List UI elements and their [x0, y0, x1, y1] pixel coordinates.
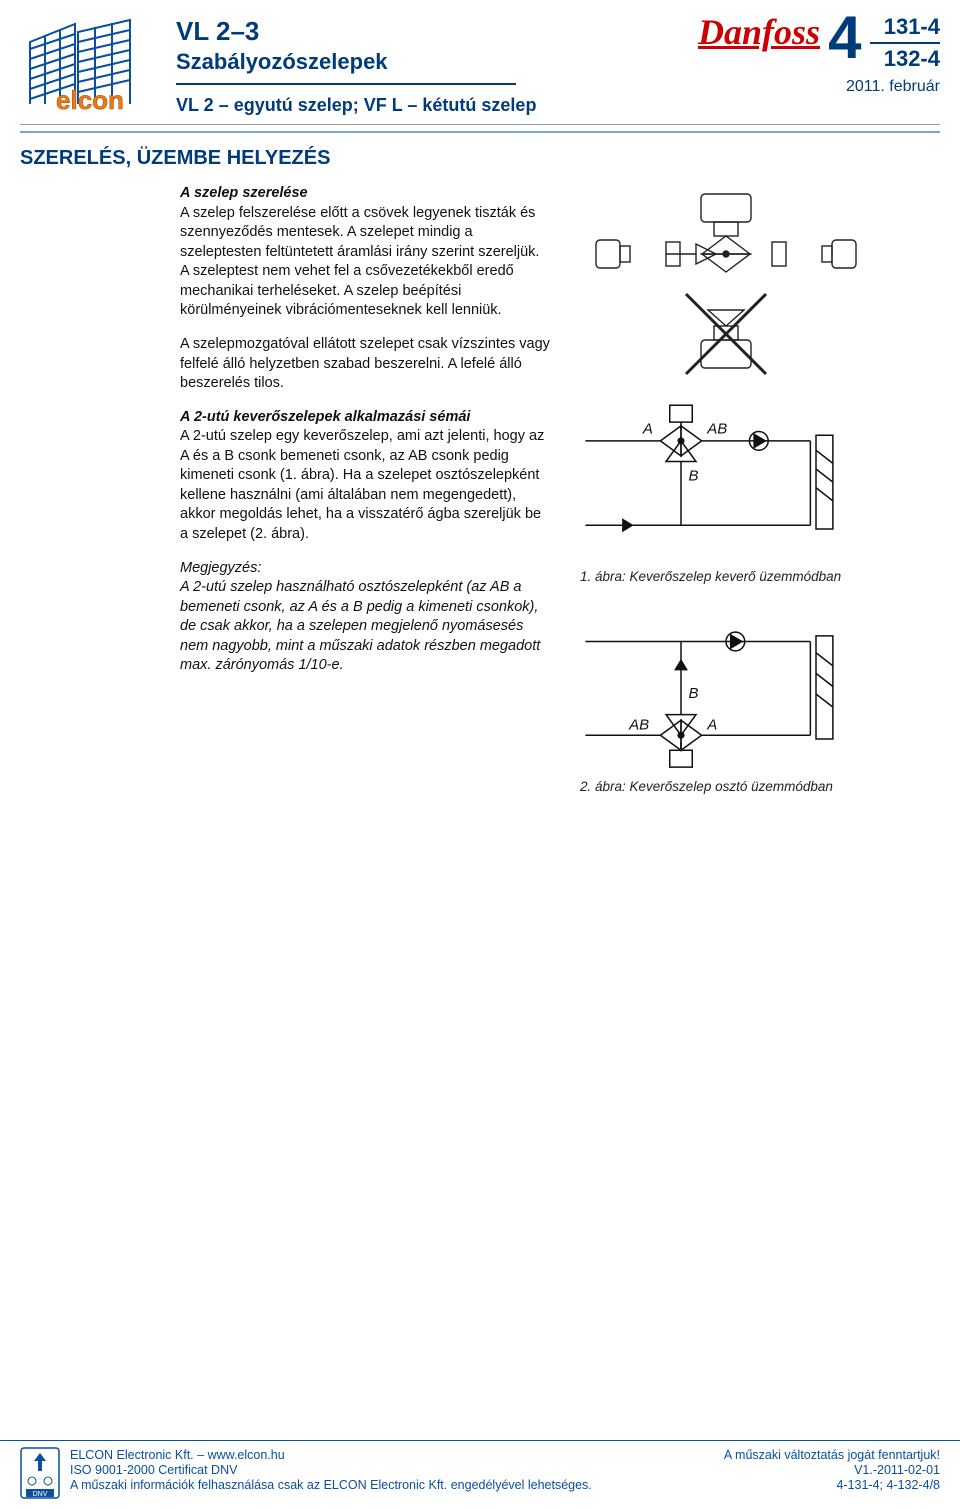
figure-1-caption: 1. ábra: Keverőszelep keverő üzemmódban	[580, 569, 876, 584]
p1-title: A szelep szerelése	[180, 184, 550, 204]
code-a: 131-4	[870, 14, 940, 40]
doc-subtitle: VL 2 – egyutú szelep; VF L – kétutú szel…	[176, 95, 660, 116]
note-body: A 2-utú szelep használható osztószelepké…	[180, 579, 540, 673]
note-title: Megjegyzés:	[180, 560, 261, 576]
figure-1: A AB B 1. ábra: Keverőszelep keverő üzem…	[576, 394, 876, 584]
doc-code-block: 4 131-4 132-4 2011. február	[820, 14, 940, 96]
footer-company: ELCON Electronic Kft. –	[70, 1448, 208, 1462]
figure-2: A AB B 2. ábra: Keverőszelep osztó üzemm…	[576, 604, 876, 794]
danfoss-logo: Danfoss	[660, 14, 820, 50]
label2-B: B	[689, 685, 699, 702]
p1-body: A szelep felszerelése előtt a csövek leg…	[180, 205, 539, 319]
doc-title-1: VL 2–3	[176, 16, 660, 47]
elcon-logo: elcon	[20, 14, 160, 112]
label2-A: A	[706, 716, 717, 733]
issue-date: 2011. február	[828, 78, 940, 96]
text-column: A szelep szerelése A szelep felszerelése…	[180, 184, 550, 814]
footer-version: V1.-2011-02-01	[660, 1463, 940, 1477]
page-footer: DNV ELCON Electronic Kft. – www.elcon.hu…	[0, 1440, 960, 1509]
p3-title: A 2-utú keverőszelepek alkalmazási sémái	[180, 408, 550, 428]
svg-text:DNV: DNV	[33, 1491, 48, 1498]
footer-legal: A műszaki információk felhasználása csak…	[70, 1478, 660, 1492]
label-AB: AB	[706, 420, 727, 437]
p2-body: A szelepmozgatóval ellátott szelepet csa…	[180, 335, 550, 394]
dnv-badge-icon: DNV	[20, 1447, 60, 1499]
footer-disclaimer: A műszaki változtatás jogát fenntartjuk!	[660, 1448, 940, 1462]
footer-url[interactable]: www.elcon.hu	[208, 1448, 285, 1462]
figure-2-caption: 2. ábra: Keverőszelep osztó üzemmódban	[580, 779, 876, 794]
p3-body: A 2-utú szelep egy keverőszelep, ami azt…	[180, 428, 544, 542]
orientation-figure	[576, 184, 876, 384]
label-B: B	[689, 467, 699, 484]
title-block: VL 2–3 Szabályozószelepek VL 2 – egyutú …	[160, 14, 660, 116]
label2-AB: AB	[628, 716, 649, 733]
label-A: A	[642, 420, 653, 437]
brand-logo: Danfoss	[660, 14, 820, 50]
code-b: 132-4	[870, 46, 940, 72]
svg-text:elcon: elcon	[56, 85, 124, 112]
footer-cert: ISO 9001-2000 Certificat DNV	[70, 1463, 660, 1477]
section-title: SZERELÉS, ÜZEMBE HELYEZÉS	[20, 147, 940, 170]
doc-title-2: Szabályozószelepek	[176, 49, 660, 75]
figure-column: A AB B 1. ábra: Keverőszelep keverő üzem…	[576, 184, 940, 814]
page-header: elcon VL 2–3 Szabályozószelepek VL 2 – e…	[20, 14, 940, 125]
section-digit: 4	[828, 14, 861, 62]
footer-pageref: 4-131-4; 4-132-4/8	[660, 1478, 940, 1492]
content-body: A szelep szerelése A szelep felszerelése…	[20, 184, 940, 814]
